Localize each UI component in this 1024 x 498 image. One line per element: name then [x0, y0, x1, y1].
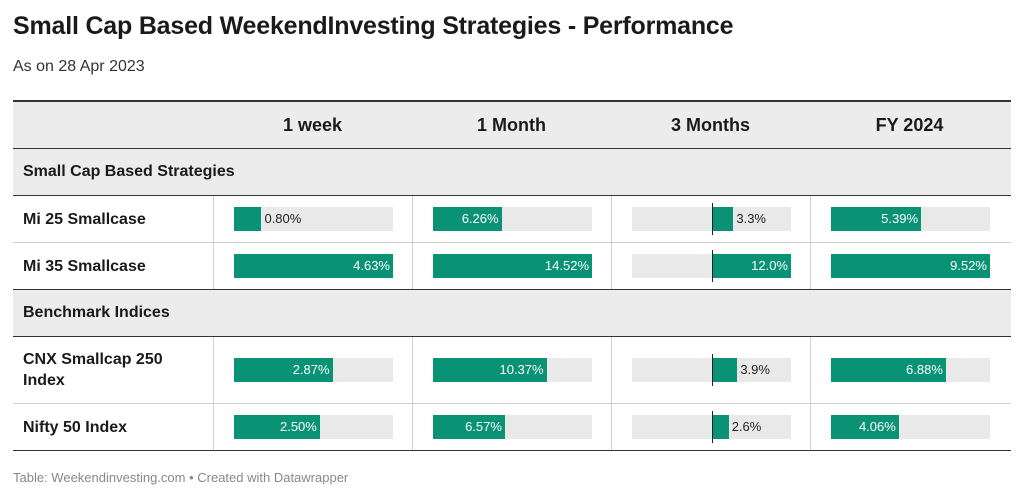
- group-header: Small Cap Based Strategies: [13, 149, 1011, 196]
- bar: [433, 254, 592, 278]
- column-header-1-month: 1 Month: [477, 115, 546, 135]
- bar: [711, 207, 734, 231]
- bar-track: 3.3%: [632, 203, 791, 235]
- bar-value-label: 9.52%: [950, 258, 987, 273]
- bar: [234, 207, 262, 231]
- bar-value-label: 2.87%: [292, 362, 330, 377]
- row-label: Mi 25 Smallcase: [23, 210, 146, 228]
- group-label: Small Cap Based Strategies: [23, 163, 235, 180]
- bar: [711, 254, 791, 278]
- bar-track: 0.80%: [234, 207, 393, 231]
- value-cell: 6.57%: [412, 404, 612, 450]
- bar-value-label: 6.57%: [465, 419, 502, 434]
- bar-track: 2.50%: [234, 415, 393, 439]
- bar: [711, 415, 729, 439]
- column-header-fy-2024: FY 2024: [875, 115, 944, 135]
- bar-value-label: 4.06%: [858, 419, 896, 434]
- row-label: Mi 35 Smallcase: [23, 257, 146, 275]
- bar-track: 2.6%: [632, 411, 791, 443]
- bar: [234, 254, 393, 278]
- value-cell: 3.9%: [611, 337, 811, 403]
- row-label: CNX Smallcap 250 Index: [23, 351, 163, 389]
- bar: [831, 358, 946, 382]
- bar: [831, 207, 922, 231]
- bar-track: 9.52%: [831, 254, 990, 278]
- zero-line: [711, 250, 713, 282]
- bar-track: 3.9%: [632, 354, 791, 386]
- bar-track: 4.06%: [831, 415, 990, 439]
- bar-track: 10.37%: [433, 358, 592, 382]
- table-body: Small Cap Based Strategies Mi 25 Smallcas…: [13, 149, 1011, 451]
- group-header: Benchmark Indices: [13, 290, 1011, 337]
- bar-value-label: 5.39%: [881, 211, 919, 226]
- row-label: Nifty 50 Index: [23, 418, 128, 436]
- bar-value-label: 10.37%: [499, 362, 544, 377]
- chart-footer: Table: Weekendinvesting.com • Created wi…: [13, 470, 349, 485]
- column-header-1-week: 1 week: [282, 115, 343, 135]
- value-cell: 14.52%: [412, 243, 612, 289]
- value-cell: 2.87%: [213, 337, 413, 403]
- zero-line: [711, 203, 713, 235]
- table-row: CNX Smallcap 250 Index 2.87% 10.37% 3.9% 6.8…: [13, 337, 1011, 404]
- value-cell: 2.6%: [611, 404, 811, 450]
- table-header: 1 week 1 Month 3 Months FY 2024: [13, 100, 1011, 149]
- bar-track: 6.57%: [433, 415, 592, 439]
- zero-line: [711, 411, 713, 443]
- bar-value-label: 14.52%: [544, 258, 589, 273]
- bar-value-label: 3.9%: [740, 362, 770, 377]
- bar: [831, 254, 990, 278]
- bar: [234, 415, 320, 439]
- bar: [831, 415, 899, 439]
- bar-track: 4.63%: [234, 254, 393, 278]
- value-cell: 2.50%: [213, 404, 413, 450]
- bar-value-label: 6.88%: [906, 362, 943, 377]
- bar: [433, 207, 502, 231]
- bar-value-label: 3.3%: [736, 211, 766, 226]
- bar-track: 6.88%: [831, 358, 990, 382]
- bar-value-label: 6.26%: [461, 211, 499, 226]
- bar: [433, 358, 547, 382]
- bar: [234, 358, 333, 382]
- chart-subtitle: As on 28 Apr 2023: [13, 58, 145, 75]
- table-row: Mi 25 Smallcase 0.80% 6.26% 3.3% 5.39%: [13, 196, 1011, 243]
- bar-track: 5.39%: [831, 207, 990, 231]
- value-cell: 4.06%: [810, 404, 1010, 450]
- group-label: Benchmark Indices: [23, 304, 170, 321]
- chart-title: Small Cap Based WeekendInvesting Strateg…: [13, 12, 734, 40]
- zero-line: [711, 354, 713, 386]
- value-cell: 3.3%: [611, 196, 811, 242]
- performance-table: 1 week 1 Month 3 Months FY 2024 Small Ca…: [13, 100, 1011, 451]
- value-cell: 6.26%: [412, 196, 612, 242]
- bar: [711, 358, 738, 382]
- bar-track: 12.0%: [632, 250, 791, 282]
- bar-track: 2.87%: [234, 358, 393, 382]
- bar-value-label: 4.63%: [353, 258, 390, 273]
- bar-track: 14.52%: [433, 254, 592, 278]
- value-cell: 9.52%: [810, 243, 1010, 289]
- value-cell: 5.39%: [810, 196, 1010, 242]
- bar-value-label: 12.0%: [751, 258, 788, 273]
- value-cell: 4.63%: [213, 243, 413, 289]
- bar-value-label: 2.50%: [279, 419, 317, 434]
- bar-value-label: 2.6%: [731, 419, 762, 434]
- table-row: Nifty 50 Index 2.50% 6.57% 2.6% 4.06%: [13, 404, 1011, 451]
- value-cell: 10.37%: [412, 337, 612, 403]
- column-header-3-months: 3 Months: [671, 115, 750, 135]
- bar-value-label: 0.80%: [264, 211, 302, 226]
- value-cell: 0.80%: [213, 196, 413, 242]
- bar-track: 6.26%: [433, 207, 592, 231]
- table-row: Mi 35 Smallcase 4.63% 14.52% 12.0% 9.52%: [13, 243, 1011, 290]
- value-cell: 6.88%: [810, 337, 1010, 403]
- value-cell: 12.0%: [611, 243, 811, 289]
- bar: [433, 415, 505, 439]
